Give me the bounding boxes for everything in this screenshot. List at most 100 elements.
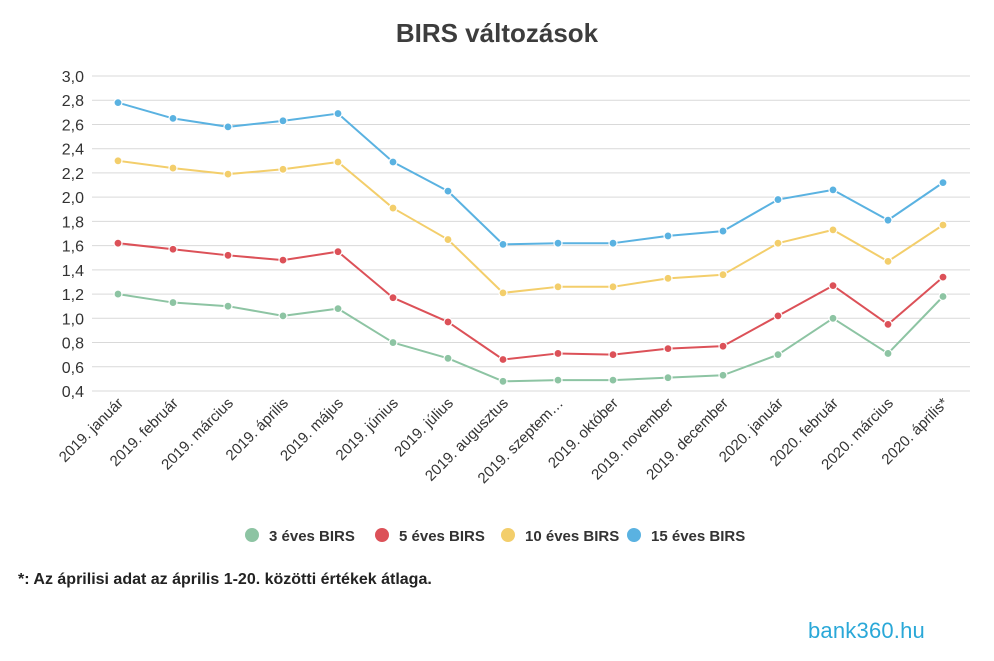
data-point [828, 185, 838, 195]
data-point [608, 375, 618, 385]
y-tick-label: 2,0 [62, 190, 84, 207]
grid-layer [92, 75, 970, 392]
series-4 [113, 98, 948, 250]
data-point [883, 215, 893, 225]
legend-swatch [501, 528, 515, 542]
legend-swatch [627, 528, 641, 542]
data-point [828, 313, 838, 323]
series-line [117, 242, 944, 361]
series-1 [113, 289, 948, 386]
data-point [663, 343, 673, 354]
data-point [443, 186, 453, 196]
data-point [333, 108, 343, 119]
y-tick-label: 2,6 [62, 117, 84, 134]
series-3 [113, 156, 948, 298]
data-point [718, 226, 728, 236]
legend: 3 éves BIRS 5 éves BIRS 10 éves BIRS 15 éve… [245, 528, 745, 545]
series-layer [113, 98, 948, 386]
data-point [333, 157, 343, 167]
data-point [828, 280, 838, 291]
data-point [553, 238, 563, 248]
data-point [883, 319, 893, 329]
footnote: *: Az áprilisi adat az április 1-20. köz… [18, 571, 432, 588]
data-point [773, 311, 783, 321]
data-point [223, 301, 233, 311]
data-point [443, 317, 453, 327]
data-point [773, 194, 783, 205]
data-point [498, 354, 508, 365]
data-point [168, 113, 178, 124]
data-point [388, 157, 398, 167]
y-tick-label: 1,4 [62, 263, 84, 280]
data-point [278, 116, 288, 126]
data-point [718, 341, 728, 351]
legend-item: 3 éves BIRS [245, 528, 355, 545]
data-point [553, 375, 563, 385]
y-tick-label: 1,2 [62, 287, 84, 304]
data-point [773, 350, 783, 360]
data-point [883, 348, 893, 359]
data-point [113, 98, 123, 108]
legend-item: 10 éves BIRS [501, 528, 619, 545]
data-point [443, 234, 453, 245]
series-line [117, 101, 944, 246]
bank360-logo: bank360.hu [808, 618, 925, 643]
series-2 [113, 238, 948, 365]
data-point [333, 304, 343, 314]
data-point [278, 255, 288, 265]
data-point [718, 270, 728, 280]
data-point [168, 297, 178, 308]
data-point [388, 337, 398, 348]
data-point [608, 238, 618, 248]
data-point [498, 288, 508, 298]
data-point [718, 370, 728, 380]
y-axis-ticks: 0,4 0,6 0,8 1,0 1,2 1,4 1,6 1,8 2,0 2,2 2,4 2,6 2,8 3… [62, 69, 84, 401]
data-point [663, 231, 673, 241]
y-tick-label: 0,4 [62, 384, 84, 401]
legend-label: 3 éves BIRS [269, 528, 355, 545]
data-point [278, 164, 288, 174]
data-point [553, 348, 563, 359]
data-point [553, 282, 563, 292]
data-point [938, 178, 948, 188]
data-point [828, 225, 838, 235]
y-tick-label: 2,2 [62, 166, 84, 183]
data-point [443, 353, 453, 363]
data-point [113, 156, 123, 166]
y-tick-label: 2,8 [62, 93, 84, 110]
legend-swatch [375, 528, 389, 542]
y-tick-label: 1,8 [62, 214, 84, 231]
legend-label: 5 éves BIRS [399, 528, 485, 545]
y-tick-label: 0,8 [62, 336, 84, 353]
y-tick-label: 2,4 [62, 142, 84, 159]
data-point [498, 376, 508, 386]
data-point [608, 282, 618, 292]
data-point [938, 291, 948, 302]
legend-label: 15 éves BIRS [651, 528, 745, 545]
data-point [938, 220, 948, 230]
legend-label: 10 éves BIRS [525, 528, 619, 545]
data-point [883, 256, 893, 266]
data-point [388, 203, 398, 213]
data-point [223, 169, 233, 179]
y-tick-label: 1,0 [62, 311, 84, 328]
data-point [168, 163, 178, 173]
data-point [608, 350, 618, 360]
data-point [113, 289, 123, 299]
data-point [498, 239, 508, 250]
data-point [938, 272, 948, 282]
data-point [223, 122, 233, 132]
legend-item: 5 éves BIRS [375, 528, 485, 545]
series-line [117, 159, 944, 294]
legend-swatch [245, 528, 259, 542]
data-point [168, 244, 178, 254]
data-point [663, 273, 673, 283]
series-line [117, 293, 944, 383]
data-point [113, 238, 123, 248]
y-tick-label: 3,0 [62, 69, 84, 86]
data-point [333, 247, 343, 257]
y-tick-label: 1,6 [62, 239, 84, 256]
data-point [223, 250, 233, 260]
data-point [773, 238, 783, 248]
